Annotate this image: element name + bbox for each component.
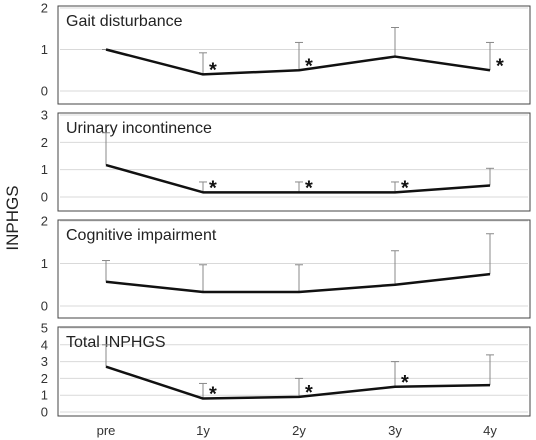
y-tick-label: 0	[41, 84, 48, 99]
x-tick-label: 1y	[196, 423, 210, 438]
x-tick-label: 3y	[388, 423, 402, 438]
y-tick-label: 1	[41, 256, 48, 271]
significance-marker: *	[209, 384, 217, 406]
significance-marker: *	[305, 55, 313, 77]
series-line-1	[105, 48, 491, 76]
y-tick-label: 3	[41, 354, 48, 369]
x-tick-label: 4y	[483, 423, 497, 438]
panel-title-2: Urinary incontinence	[66, 120, 212, 137]
significance-marker: *	[401, 372, 409, 394]
y-tick-label: 5	[41, 321, 48, 336]
series-line-3	[105, 272, 491, 294]
y-tick-label: 3	[41, 108, 48, 123]
x-tick-label: pre	[97, 423, 116, 438]
significance-marker: *	[209, 59, 217, 81]
panel-title-4: Total INPHGS	[66, 334, 166, 351]
series-line-2	[105, 163, 491, 194]
y-tick-label: 1	[41, 388, 48, 403]
series-line-4	[105, 365, 491, 400]
panel-frame-3	[57, 219, 531, 319]
y-tick-label: 1	[41, 42, 48, 57]
y-tick-label: 0	[41, 299, 48, 314]
panel-title-3: Cognitive impairment	[66, 227, 217, 244]
y-tick-label: 4	[41, 337, 48, 352]
y-tick-label: 2	[41, 1, 48, 16]
y-tick-label: 2	[41, 135, 48, 150]
y-tick-label: 0	[41, 190, 48, 205]
significance-marker: *	[305, 382, 313, 404]
panel-frame-4	[57, 326, 531, 417]
panel-frame-1	[57, 5, 531, 105]
panel-frame-2	[57, 112, 531, 212]
y-tick-label: 2	[41, 371, 48, 386]
x-tick-label: 2y	[292, 423, 306, 438]
panel-title-1: Gait disturbance	[66, 13, 183, 30]
significance-marker: *	[401, 177, 409, 199]
y-axis-label: INPHGS	[3, 185, 22, 250]
significance-marker: *	[496, 55, 504, 77]
y-tick-label: 2	[41, 214, 48, 229]
y-tick-label: 0	[41, 405, 48, 420]
significance-marker: *	[305, 177, 313, 199]
y-tick-label: 1	[41, 162, 48, 177]
significance-marker: *	[209, 177, 217, 199]
